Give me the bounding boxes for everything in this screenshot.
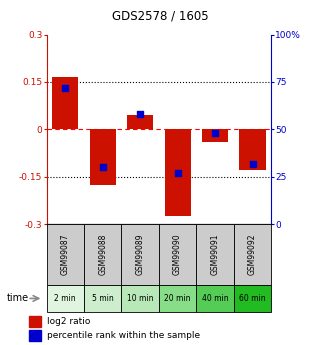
Text: log2 ratio: log2 ratio [47, 317, 90, 326]
Bar [202, 129, 228, 142]
Bar [121, 285, 159, 312]
Bar [196, 285, 234, 312]
Text: 5 min: 5 min [92, 294, 114, 303]
Text: GDS2578 / 1605: GDS2578 / 1605 [112, 9, 209, 22]
Bar [164, 129, 191, 216]
Bar [127, 115, 153, 129]
Point [100, 165, 105, 170]
Point [213, 130, 218, 136]
Text: 2 min: 2 min [55, 294, 76, 303]
Text: GSM99092: GSM99092 [248, 234, 257, 275]
Bar [52, 77, 78, 129]
Text: 20 min: 20 min [164, 294, 191, 303]
Point [63, 85, 68, 90]
Text: GSM99090: GSM99090 [173, 234, 182, 275]
Bar [196, 224, 234, 285]
Bar [234, 224, 271, 285]
Bar [29, 316, 41, 327]
Bar [47, 224, 84, 285]
Text: percentile rank within the sample: percentile rank within the sample [47, 331, 200, 340]
Bar [159, 224, 196, 285]
Bar [90, 129, 116, 185]
Bar [29, 330, 41, 341]
Bar [159, 285, 196, 312]
Text: 40 min: 40 min [202, 294, 228, 303]
Point [138, 111, 143, 117]
Text: GSM99088: GSM99088 [98, 234, 107, 275]
Text: GSM99091: GSM99091 [211, 234, 220, 275]
Bar [47, 285, 84, 312]
Text: GSM99089: GSM99089 [136, 234, 145, 275]
Text: GSM99087: GSM99087 [61, 234, 70, 275]
Text: 10 min: 10 min [127, 294, 153, 303]
Bar [84, 224, 121, 285]
Bar [84, 285, 121, 312]
Point [175, 170, 180, 176]
Point [250, 161, 255, 166]
Text: 60 min: 60 min [239, 294, 266, 303]
Text: time: time [6, 294, 29, 303]
Bar [121, 224, 159, 285]
Bar [234, 285, 271, 312]
Bar [239, 129, 266, 170]
